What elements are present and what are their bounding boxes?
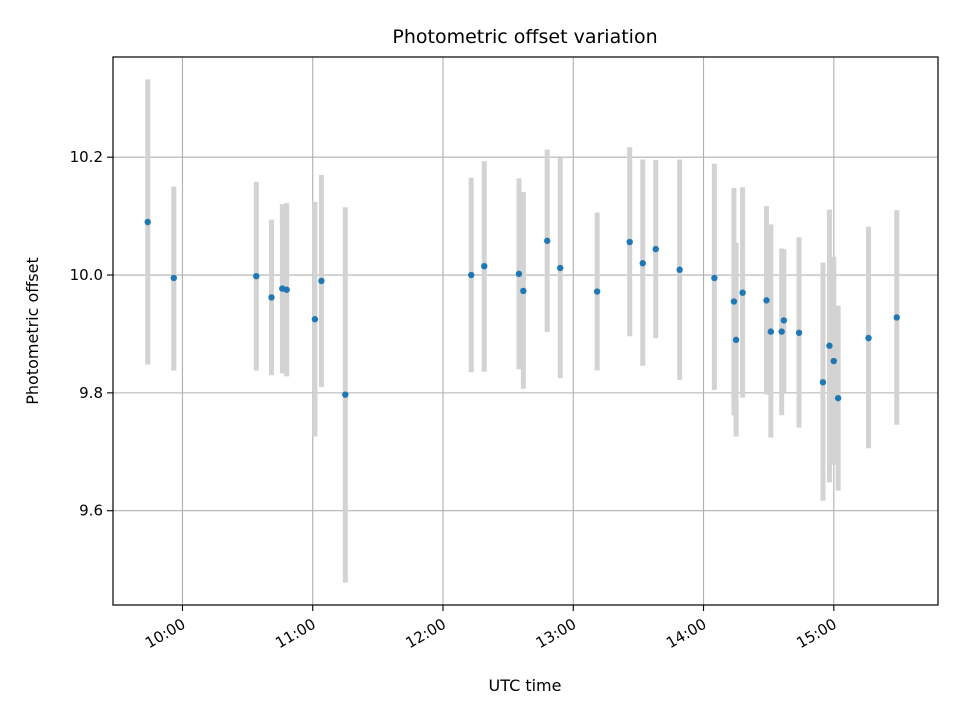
data-point (652, 245, 659, 253)
y-tick-label: 10.0 (70, 266, 103, 284)
data-point (481, 262, 488, 270)
data-point (318, 277, 325, 285)
data-point (268, 294, 275, 301)
data-point (626, 238, 633, 246)
data-points (144, 218, 900, 402)
x-axis-label: UTC time (489, 676, 562, 695)
data-point (778, 328, 785, 335)
plot-frame (112, 56, 939, 606)
data-point (639, 260, 646, 267)
y-tick-label: 10.2 (70, 148, 103, 166)
data-point (593, 288, 601, 295)
data-point (767, 328, 775, 335)
data-point (763, 297, 770, 304)
data-point (830, 357, 837, 365)
data-point (730, 298, 738, 305)
data-point (732, 336, 740, 344)
data-point (283, 286, 290, 293)
data-point (342, 391, 349, 398)
data-point (865, 334, 872, 342)
data-point (795, 329, 803, 336)
data-point (253, 273, 260, 280)
data-point (311, 316, 319, 323)
chart-title: Photometric offset variation (392, 26, 657, 48)
y-axis-label: Photometric offset (23, 257, 42, 405)
data-point (170, 274, 177, 282)
data-point (544, 237, 551, 245)
data-point (826, 342, 833, 349)
data-point (557, 264, 564, 272)
data-point (893, 314, 900, 321)
y-tick-label: 9.6 (79, 502, 103, 520)
data-point (520, 287, 527, 295)
data-point (834, 394, 842, 402)
data-point (780, 317, 788, 324)
data-point (676, 266, 683, 273)
y-axis-ticks: 9.6 9.8 10.0 10.2 (70, 148, 113, 520)
data-point (739, 289, 746, 296)
y-tick-label: 9.8 (79, 384, 103, 402)
data-point (144, 218, 151, 226)
data-point (468, 271, 475, 279)
data-point (819, 379, 827, 386)
data-point (711, 274, 718, 282)
data-point (515, 270, 523, 278)
